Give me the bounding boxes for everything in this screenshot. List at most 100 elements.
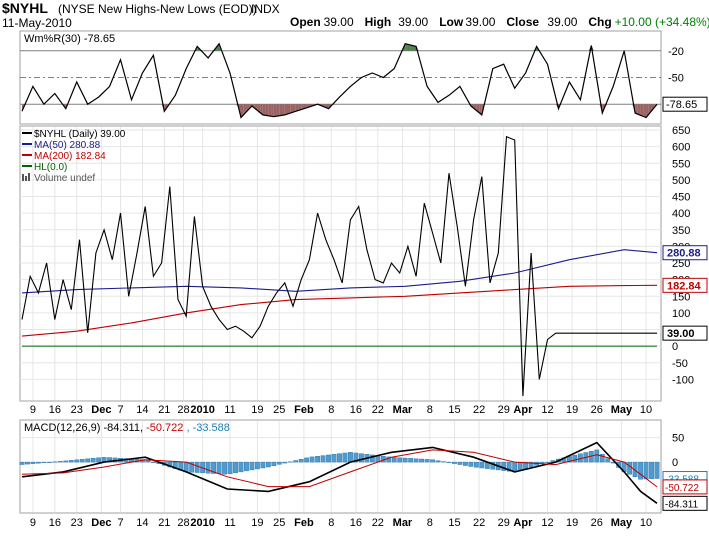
quote-label: Open	[290, 15, 321, 29]
price-panel: 650600550500450400350300250200150100500-…	[19, 125, 708, 402]
macd-histogram-bar	[194, 461, 200, 473]
date-axis-label: 10	[640, 404, 652, 416]
date-axis-label: 22	[372, 404, 384, 416]
macd-histogram-bar	[353, 452, 359, 463]
date-axis-label: 25	[273, 404, 285, 416]
macd-histogram-bar	[638, 461, 643, 480]
date-axis-label: 23	[71, 517, 83, 529]
date-axis-label: 7	[117, 404, 123, 416]
legend-volume-swatch	[28, 173, 30, 181]
williams-r-zone-fill	[279, 104, 283, 116]
macd-histogram-bar	[413, 458, 419, 463]
date-axis-label: 14	[136, 517, 148, 529]
williams-r-last-value-label: -78.65	[666, 99, 697, 111]
date-axis-label: 29	[498, 404, 510, 416]
williams-r-zone-fill	[287, 104, 291, 114]
macd-legend-part: MACD(12,26,9)	[24, 422, 100, 434]
macd-histogram-bar	[287, 461, 293, 463]
williams-r-zone-fill	[282, 104, 285, 116]
date-axis-bottom: 9 16 23 Dec 7 14 21 28 2010 11 19 25 Feb 8 16 22 Mar 8 15 2…	[30, 517, 652, 529]
price-tick-label: -50	[672, 358, 688, 370]
williams-r-frame	[19, 30, 662, 125]
williams-r-zone-fill	[298, 104, 302, 111]
date-axis-label: 21	[158, 404, 170, 416]
macd-histogram-bar	[90, 458, 96, 463]
quote-label: Close	[506, 15, 539, 29]
macd-histogram-bar	[260, 461, 266, 469]
date-axis-label: 19	[566, 517, 578, 529]
williams-r-line	[21, 42, 658, 119]
instrument-name: (NYSE New Highs-New Lows (EOD))	[58, 2, 257, 16]
macd-histogram-bar	[506, 461, 512, 472]
date-axis-label: May	[611, 517, 633, 529]
macd-histogram-bar	[36, 461, 41, 464]
price-legend-label: MA(50) 280.88	[34, 140, 101, 151]
williams-r-tick-label: -20	[668, 46, 684, 58]
macd-histogram-bar	[25, 461, 30, 465]
macd-histogram-bar	[430, 459, 435, 463]
quote-value: +10.00 (+34.48%)	[615, 15, 709, 29]
date-axis-label: Feb	[294, 517, 314, 529]
macd-histogram-bar	[298, 458, 304, 463]
price-tick-label: 450	[672, 192, 690, 204]
date-axis-label: 23	[71, 404, 83, 416]
date-axis-label: 19	[251, 404, 263, 416]
macd-legend-part: , -33.588	[183, 422, 229, 434]
date-axis-label: Mar	[393, 404, 413, 416]
macd-histogram-bar	[85, 458, 91, 463]
date-axis-label: 11	[224, 404, 235, 416]
quote-value: 39.00	[547, 15, 577, 29]
date-axis-label: 12	[541, 517, 553, 529]
macd-histogram-bar	[627, 461, 633, 475]
macd-histogram-bar	[342, 452, 348, 463]
price-last-value-label: 182.84	[667, 280, 702, 292]
date-axis-label: 28	[177, 404, 189, 416]
quote-value: 39.00	[465, 15, 495, 29]
macd-histogram-bar	[632, 461, 638, 477]
price-series-ma-50	[21, 249, 658, 294]
date-axis-label: 8	[427, 404, 433, 416]
date-axis-label: Apr	[513, 404, 533, 416]
macd-histogram-bar	[594, 449, 600, 463]
macd-ticks: 50 0	[672, 433, 684, 469]
macd-histogram-bar	[271, 461, 277, 466]
macd-histogram-bar	[517, 461, 523, 471]
macd-histogram-bar	[315, 456, 320, 463]
macd-histogram-bar	[46, 461, 52, 463]
williams-r-zone-fill	[413, 45, 417, 51]
macd-histogram-bar	[189, 461, 195, 473]
date-axis-label: 14	[136, 404, 148, 416]
williams-r-last-value-box	[662, 96, 708, 112]
williams-r-zone-fill	[284, 104, 288, 115]
price-legend-label: Volume undef	[34, 173, 95, 184]
date-axis-label: Apr	[513, 517, 533, 529]
date-axis-label: 21	[158, 517, 170, 529]
macd-histogram-bar	[649, 461, 654, 479]
legend-volume-swatch	[22, 174, 24, 181]
price-last-value-label: 39.00	[667, 328, 695, 340]
macd-histogram-bar	[145, 460, 151, 463]
macd-last-value-label: -50.722	[665, 483, 699, 494]
symbol: $NYHL	[2, 0, 48, 16]
macd-histogram-bar	[254, 461, 260, 470]
macd-histogram-bar	[359, 453, 364, 463]
price-grid	[20, 127, 661, 400]
williams-r-zone-fill	[295, 104, 299, 112]
macd-histogram-bar	[391, 457, 397, 463]
macd-histogram-bar	[337, 453, 342, 463]
macd-histogram-bar	[599, 454, 605, 463]
macd-histogram-bar	[572, 454, 578, 463]
macd-histogram-bar	[424, 459, 430, 463]
date-axis-label: 11	[224, 517, 235, 529]
macd-histogram-bar	[331, 454, 337, 463]
williams-r-zone-fill	[473, 104, 477, 111]
williams-r-tick-label: -50	[668, 73, 684, 85]
macd-histogram-bar	[227, 461, 233, 475]
williams-r-legend: Wm%R(30) -78.65	[24, 33, 115, 45]
macd-histogram-bar	[369, 454, 375, 463]
macd-last-values: -33.588-50.722-84.311	[662, 471, 708, 511]
date-axis-label: 22	[473, 517, 485, 529]
macd-line	[21, 441, 658, 504]
quote-label: Low	[439, 15, 464, 29]
